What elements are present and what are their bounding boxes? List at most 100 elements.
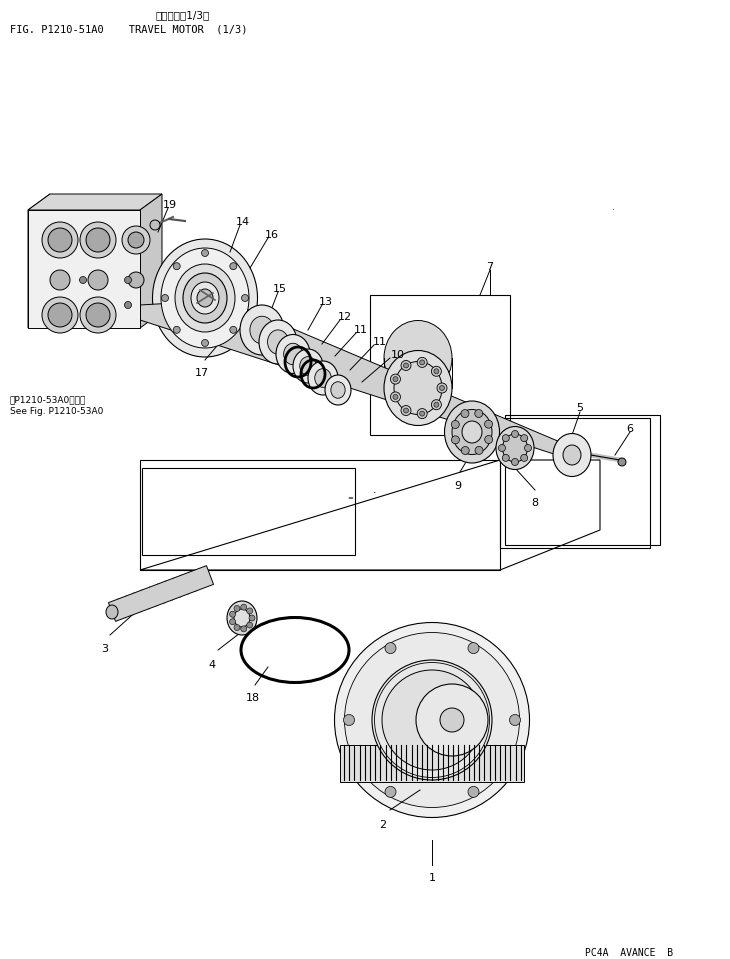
Ellipse shape	[334, 622, 529, 817]
Ellipse shape	[394, 362, 442, 414]
Circle shape	[461, 447, 469, 455]
Ellipse shape	[382, 670, 482, 770]
Circle shape	[201, 339, 209, 346]
Text: 2: 2	[380, 820, 387, 830]
Ellipse shape	[308, 361, 338, 395]
Circle shape	[393, 394, 398, 399]
Polygon shape	[340, 745, 524, 782]
Circle shape	[80, 297, 116, 333]
Circle shape	[404, 408, 409, 413]
Circle shape	[502, 455, 510, 461]
Circle shape	[420, 360, 425, 364]
Circle shape	[401, 361, 411, 370]
Circle shape	[401, 406, 411, 415]
Text: 5: 5	[577, 403, 583, 413]
Ellipse shape	[440, 708, 464, 732]
Ellipse shape	[153, 239, 258, 357]
Circle shape	[241, 604, 247, 610]
Ellipse shape	[315, 368, 331, 387]
Circle shape	[510, 714, 520, 726]
Ellipse shape	[452, 409, 492, 455]
Ellipse shape	[197, 289, 213, 307]
Polygon shape	[109, 566, 214, 621]
Circle shape	[234, 624, 240, 630]
Text: 10: 10	[391, 350, 405, 360]
Text: 図P1210-53A0図参照: 図P1210-53A0図参照	[10, 395, 86, 404]
Circle shape	[474, 409, 483, 417]
Text: 1: 1	[429, 873, 436, 883]
Text: =: =	[347, 495, 353, 501]
Circle shape	[249, 615, 255, 621]
Circle shape	[468, 786, 479, 797]
Circle shape	[247, 608, 253, 614]
Text: 13: 13	[319, 297, 333, 307]
Ellipse shape	[234, 609, 250, 627]
Circle shape	[128, 232, 144, 248]
Circle shape	[241, 626, 247, 632]
Circle shape	[173, 326, 180, 334]
Circle shape	[385, 643, 396, 654]
Ellipse shape	[502, 434, 528, 462]
Circle shape	[404, 363, 409, 368]
Circle shape	[122, 226, 150, 254]
Text: 15: 15	[273, 284, 287, 294]
Circle shape	[520, 455, 528, 461]
Circle shape	[439, 386, 445, 390]
Ellipse shape	[175, 264, 235, 332]
Circle shape	[50, 270, 70, 290]
Circle shape	[42, 222, 78, 258]
Circle shape	[230, 611, 236, 618]
Circle shape	[201, 249, 209, 256]
Text: FIG. P1210-51A0    TRAVEL MOTOR  (1/3): FIG. P1210-51A0 TRAVEL MOTOR (1/3)	[10, 25, 247, 35]
Text: 9: 9	[455, 481, 461, 491]
Polygon shape	[28, 210, 140, 328]
Circle shape	[173, 263, 180, 269]
Polygon shape	[140, 300, 560, 456]
Ellipse shape	[106, 605, 118, 619]
Circle shape	[344, 714, 355, 726]
Circle shape	[485, 420, 493, 428]
Ellipse shape	[250, 316, 274, 343]
Text: 4: 4	[209, 660, 215, 670]
Circle shape	[475, 446, 483, 455]
Ellipse shape	[183, 273, 227, 323]
Text: 11: 11	[373, 337, 387, 347]
Circle shape	[234, 605, 240, 612]
Circle shape	[391, 374, 401, 385]
Text: 3: 3	[101, 644, 109, 654]
Text: .: .	[611, 203, 613, 213]
Text: アモータ（1/3）: アモータ（1/3）	[155, 10, 210, 20]
Text: 19: 19	[163, 200, 177, 210]
Ellipse shape	[259, 320, 297, 364]
Text: PC4A  AVANCE  B: PC4A AVANCE B	[585, 948, 673, 958]
Circle shape	[42, 297, 78, 333]
Circle shape	[128, 272, 144, 288]
Ellipse shape	[384, 350, 452, 426]
Text: 12: 12	[338, 312, 352, 322]
Circle shape	[512, 458, 518, 465]
Circle shape	[431, 400, 442, 409]
Circle shape	[420, 411, 425, 416]
Circle shape	[230, 263, 237, 269]
Circle shape	[80, 222, 116, 258]
Circle shape	[86, 303, 110, 327]
Circle shape	[499, 445, 505, 452]
Circle shape	[247, 622, 253, 628]
Circle shape	[431, 366, 442, 376]
Ellipse shape	[161, 248, 249, 348]
Text: See Fig. P1210-53A0: See Fig. P1210-53A0	[10, 407, 104, 416]
Text: 18: 18	[246, 693, 260, 703]
Text: 11: 11	[354, 325, 368, 335]
Circle shape	[161, 294, 169, 301]
Circle shape	[125, 276, 131, 284]
Text: .: .	[373, 485, 377, 495]
Circle shape	[520, 434, 528, 441]
Circle shape	[434, 369, 439, 374]
Circle shape	[80, 276, 86, 284]
Ellipse shape	[563, 445, 581, 465]
Circle shape	[125, 301, 131, 309]
Circle shape	[451, 435, 459, 444]
Text: 8: 8	[531, 498, 539, 508]
Circle shape	[393, 377, 398, 382]
Ellipse shape	[276, 335, 310, 373]
